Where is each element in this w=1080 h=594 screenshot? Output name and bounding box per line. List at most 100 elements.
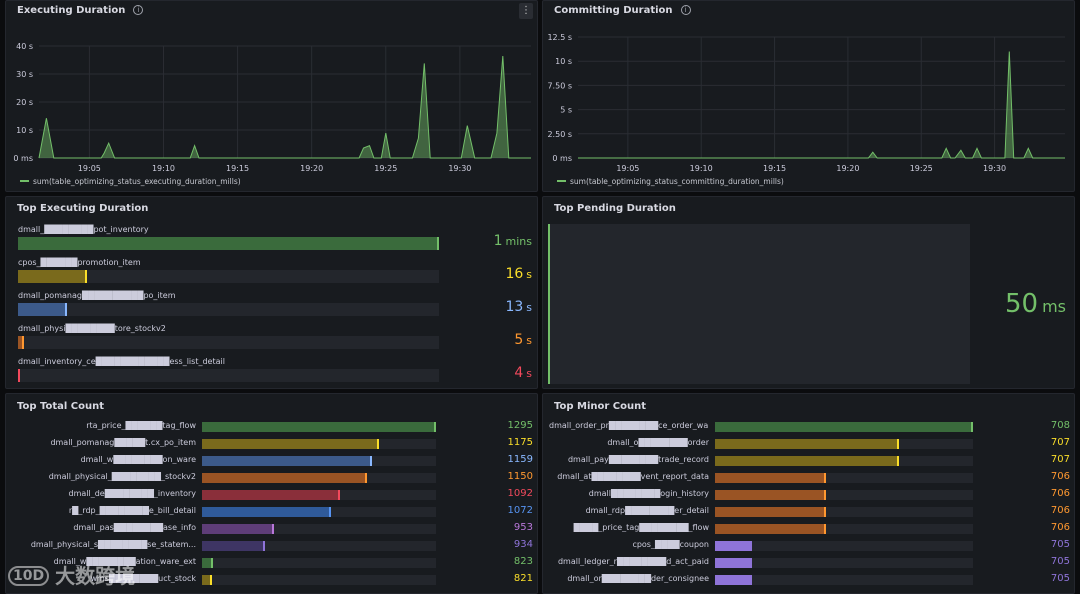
count-row: r█_rdp_████████e_bill_detail 1072 [12, 505, 533, 518]
bar-track [18, 270, 439, 283]
bar-track [715, 456, 973, 466]
row-label: dmall_pas████████ase_info [73, 523, 196, 532]
row-value: 1150 [507, 471, 533, 482]
top-executing-duration-panel: Top Executing Duration dmall_████████pot… [5, 196, 538, 389]
kebab-menu-icon[interactable]: ⋮ [519, 3, 533, 19]
row-label: rta_price_██████tag_flow [86, 421, 196, 430]
bar-track [715, 507, 973, 517]
row-value: 707 [1050, 454, 1070, 465]
panel-title: Top Total Count [17, 401, 105, 412]
bar-track [202, 524, 436, 534]
x-tick-label: 19:25 [374, 164, 397, 173]
y-tick-label: 10 s [16, 126, 33, 135]
count-row: dmall_physical_s████████se_statem... 934 [12, 539, 533, 552]
executing-duration-chart: 40 s 30 s 20 s 10 s 0 ms 19:05 19:10 19:15 19:20… [13, 42, 531, 173]
bar-track [202, 456, 436, 466]
count-row: dmall_ledger_r████████d_act_paid 705 [549, 556, 1070, 569]
y-tick-label: 0 ms [552, 154, 572, 163]
row-value: 705 [1050, 539, 1070, 550]
bar-cap [897, 439, 899, 449]
y-tick-label: 2.50 s [547, 130, 572, 139]
bar-track [202, 422, 436, 432]
bar-fill [202, 422, 436, 432]
row-label: dmall_pay████████trade_record [567, 455, 709, 464]
x-tick-label: 19:05 [78, 164, 101, 173]
series-area [39, 56, 531, 158]
bar-cap [824, 507, 826, 517]
series-area [578, 51, 1065, 158]
bar-track [18, 303, 439, 316]
row-label: dmall_o████████order [607, 438, 709, 447]
count-row: dmall████████ogin_history 706 [549, 488, 1070, 501]
committing-duration-panel: Committing Duration i 12.5 s 10 s 7.50 s 5 s… [542, 0, 1075, 192]
row-value: 821 [513, 573, 533, 584]
row-value: 707 [1050, 437, 1070, 448]
bar-fill [202, 490, 340, 500]
pending-bar-track [548, 224, 970, 384]
bar-fill [202, 524, 274, 534]
bar-track [202, 558, 436, 568]
bar-fill [715, 439, 899, 449]
row-label: wms████████uct_stock [90, 574, 196, 583]
count-row: dmall_o████████order 707 [549, 437, 1070, 450]
info-icon[interactable]: i [680, 5, 691, 15]
bar-track [715, 473, 973, 483]
bar-fill [18, 369, 20, 382]
info-icon[interactable]: i [133, 5, 144, 15]
watermark-logo: 10D [8, 566, 50, 586]
count-row: rta_price_██████tag_flow 1295 [12, 420, 533, 433]
bar-fill [715, 473, 826, 483]
row-label: ████_price_tag████████_flow [573, 523, 709, 532]
row-value: 934 [513, 539, 533, 550]
panel-title: Committing Duration i [554, 5, 691, 16]
count-row: dmall_w████████on_ware 1159 [12, 454, 533, 467]
row-label: dmall_or████████der_consignee [567, 574, 709, 583]
row-value: 706 [1050, 471, 1070, 482]
panel-title: Executing Duration i [17, 5, 144, 16]
bar-fill [715, 422, 973, 432]
row-label: dmall_w████████ation_ware_ext [53, 557, 196, 566]
row-label: dmall_████████pot_inventory [18, 225, 149, 234]
row-label: dmall_order_pr████████ce_order_wa... [549, 421, 709, 430]
bar-fill [715, 541, 752, 551]
row-label: cpos_████coupon [632, 540, 709, 549]
panel-title: Top Pending Duration [554, 203, 676, 214]
bar-fill [202, 473, 367, 483]
x-tick-label: 19:20 [300, 164, 323, 173]
count-row: cpos_████coupon 705 [549, 539, 1070, 552]
bar-fill [715, 507, 826, 517]
row-label: dmall_pomanag██████████po_item [18, 291, 176, 300]
y-tick-label: 40 s [16, 42, 33, 51]
x-tick-label: 19:05 [616, 164, 639, 173]
bar-fill [18, 237, 439, 250]
series-line [38, 55, 531, 159]
bar-fill [715, 524, 826, 534]
bar-track [715, 541, 973, 551]
row-value: 1092 [507, 488, 533, 499]
watermark: 10D 大数跨境 [8, 560, 135, 589]
bar-track [202, 507, 436, 517]
bar-fill [202, 575, 212, 585]
committing-duration-chart: 12.5 s 10 s 7.50 s 5 s 2.50 s 0 ms 19:05 19:10 1… [547, 33, 1065, 173]
bar-cap [824, 524, 826, 534]
row-value: 1 mins [493, 233, 532, 249]
bar-cap [329, 507, 331, 517]
row-label: dmall_at████████vent_report_data [557, 472, 709, 481]
row-value: 953 [513, 522, 533, 533]
bar-track [202, 490, 436, 500]
x-tick-label: 19:15 [763, 164, 786, 173]
y-tick-label: 7.50 s [547, 81, 572, 90]
bar-cap [434, 422, 436, 432]
row-value: 706 [1050, 505, 1070, 516]
chart-legend[interactable]: sum(table_optimizing_status_committing_d… [557, 177, 784, 186]
row-label: dmall_inventory_ce████████████ess_list_d… [18, 357, 225, 366]
row-label: dmall████████ogin_history [588, 489, 709, 498]
legend-swatch [557, 180, 566, 182]
row-value: 1159 [507, 454, 533, 465]
bar-track [18, 237, 439, 250]
row-label: dmall_ledger_r████████d_act_paid [557, 557, 709, 566]
chart-legend[interactable]: sum(table_optimizing_status_executing_du… [20, 177, 241, 186]
top-total-count-panel: Top Total Count rta_price_██████tag_flow… [5, 393, 538, 594]
